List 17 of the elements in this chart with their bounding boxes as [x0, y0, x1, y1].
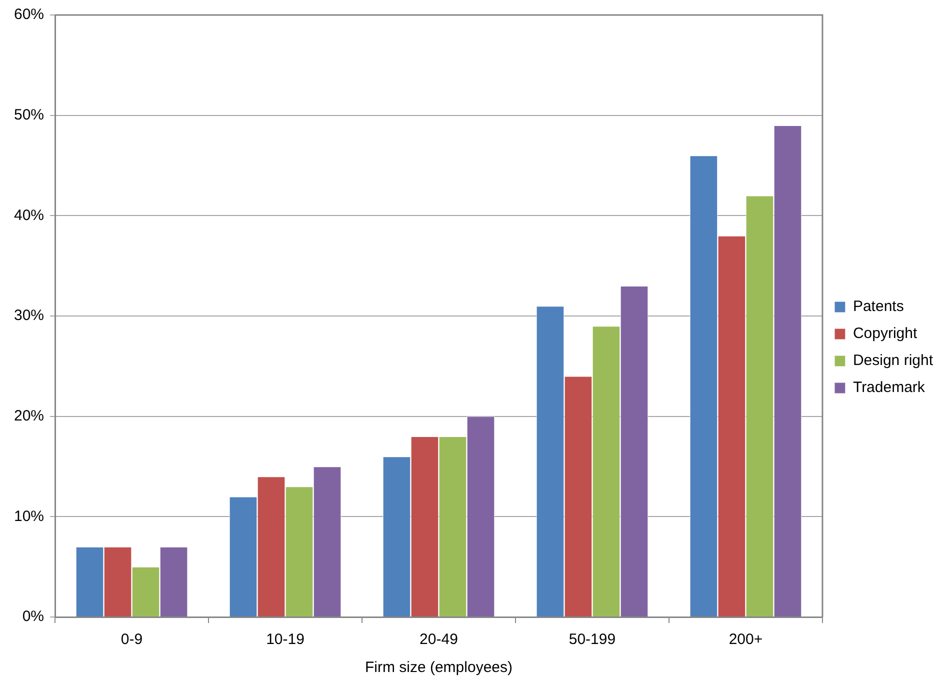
y-tick-label: 20% — [14, 407, 44, 424]
y-tick-label: 50% — [14, 106, 44, 124]
x-tick-label: 200+ — [728, 631, 763, 648]
legend-label: Design right — [852, 352, 934, 370]
y-tick-label: 60% — [14, 6, 44, 24]
x-tick-label: 20-49 — [420, 631, 458, 648]
x-tick-label: 0-9 — [120, 631, 143, 648]
x-axis-title: Firm size (employees) — [364, 659, 513, 676]
y-tick-label: 10% — [14, 508, 44, 525]
x-tick-label: 10-19 — [266, 631, 304, 648]
y-tick-label: 30% — [14, 307, 44, 324]
x-tick-label: 50-199 — [568, 631, 616, 648]
y-tick-label: 0% — [22, 608, 44, 626]
y-tick-label: 40% — [14, 206, 44, 224]
legend-label: Trademark — [852, 379, 926, 396]
legend-label: Patents — [852, 298, 904, 316]
legend-label: Copyright — [852, 325, 918, 342]
